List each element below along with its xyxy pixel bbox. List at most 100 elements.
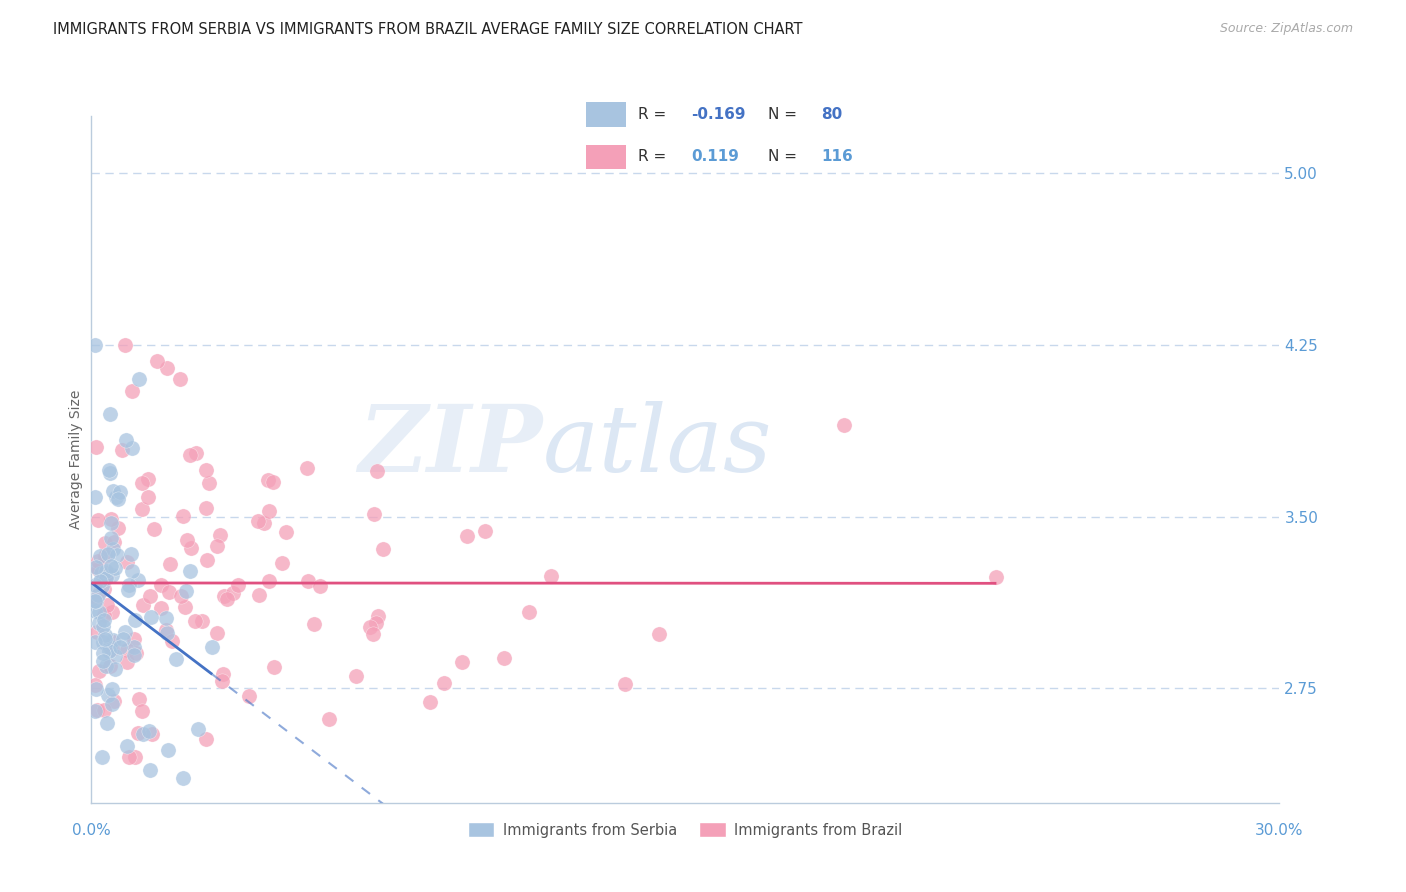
Point bbox=[187, 722, 209, 736]
Point bbox=[160, 634, 183, 648]
Point bbox=[302, 617, 325, 632]
Text: 0.119: 0.119 bbox=[690, 150, 738, 164]
Point bbox=[131, 502, 153, 516]
Point bbox=[309, 578, 332, 592]
Point bbox=[170, 590, 193, 604]
Point bbox=[146, 354, 169, 368]
Point bbox=[114, 338, 136, 352]
Point bbox=[93, 549, 115, 564]
Point bbox=[172, 772, 194, 786]
Point bbox=[87, 664, 110, 678]
Point bbox=[93, 613, 115, 627]
Point bbox=[84, 338, 107, 352]
Point bbox=[91, 619, 114, 633]
Point bbox=[138, 724, 160, 739]
Point bbox=[100, 516, 122, 531]
Point bbox=[155, 623, 177, 637]
Point bbox=[371, 542, 394, 557]
Point bbox=[91, 750, 114, 764]
Point bbox=[318, 713, 340, 727]
Point bbox=[84, 604, 107, 618]
Point bbox=[156, 625, 179, 640]
Point bbox=[96, 566, 118, 581]
Point bbox=[101, 681, 124, 696]
Point bbox=[169, 372, 191, 386]
Point bbox=[104, 662, 127, 676]
Point bbox=[103, 535, 125, 549]
Point bbox=[89, 563, 111, 577]
Point bbox=[87, 615, 110, 630]
Point bbox=[111, 442, 134, 457]
Point bbox=[184, 446, 207, 460]
Point bbox=[246, 514, 269, 528]
Point bbox=[94, 568, 117, 582]
Text: R =: R = bbox=[638, 150, 672, 164]
Point bbox=[84, 704, 107, 718]
Point bbox=[89, 549, 111, 563]
Point bbox=[247, 588, 270, 602]
Point bbox=[115, 643, 138, 657]
Point bbox=[139, 764, 162, 778]
Point bbox=[84, 634, 107, 648]
Point bbox=[492, 651, 515, 665]
Point bbox=[195, 462, 218, 476]
Point bbox=[194, 501, 217, 516]
Text: -0.169: -0.169 bbox=[690, 107, 745, 121]
Point bbox=[517, 606, 540, 620]
Point bbox=[94, 658, 117, 673]
Point bbox=[94, 571, 117, 585]
Point bbox=[155, 610, 177, 624]
Point bbox=[97, 644, 120, 658]
Point bbox=[103, 635, 125, 649]
Point bbox=[84, 560, 107, 574]
Point bbox=[89, 574, 111, 589]
Point bbox=[366, 465, 388, 479]
Text: 30.0%: 30.0% bbox=[1256, 823, 1303, 838]
Point bbox=[127, 726, 149, 740]
Point bbox=[112, 632, 135, 646]
Point bbox=[84, 578, 107, 592]
Text: ZIP: ZIP bbox=[359, 401, 543, 491]
Text: N =: N = bbox=[768, 107, 801, 121]
Point bbox=[103, 483, 125, 498]
Point bbox=[361, 626, 384, 640]
Point bbox=[174, 600, 197, 615]
Point bbox=[257, 574, 280, 589]
Point bbox=[128, 692, 150, 706]
Point bbox=[86, 703, 108, 717]
Point bbox=[295, 460, 318, 475]
Point bbox=[346, 669, 368, 683]
Point bbox=[159, 558, 181, 572]
Point bbox=[87, 513, 110, 527]
Point bbox=[172, 508, 194, 523]
Point bbox=[176, 584, 198, 599]
Point bbox=[179, 448, 201, 462]
Point bbox=[195, 731, 218, 746]
Point bbox=[257, 504, 280, 518]
Point bbox=[124, 648, 146, 662]
Point bbox=[195, 553, 218, 567]
Point bbox=[205, 626, 228, 640]
Point bbox=[212, 666, 235, 681]
Point bbox=[297, 574, 319, 588]
Point bbox=[87, 605, 110, 619]
Point bbox=[104, 561, 127, 575]
Point bbox=[125, 646, 148, 660]
Point bbox=[90, 579, 112, 593]
Y-axis label: Average Family Size: Average Family Size bbox=[69, 390, 83, 529]
Point bbox=[115, 655, 138, 669]
Point bbox=[86, 554, 108, 568]
Point bbox=[141, 727, 163, 741]
Point bbox=[197, 476, 219, 491]
Point bbox=[122, 640, 145, 655]
Point bbox=[271, 557, 294, 571]
Point bbox=[103, 541, 125, 556]
Point bbox=[132, 598, 155, 612]
Point bbox=[105, 548, 128, 562]
Point bbox=[207, 539, 229, 553]
Point bbox=[648, 626, 671, 640]
Point bbox=[84, 593, 107, 607]
Point bbox=[98, 463, 121, 477]
Point bbox=[540, 569, 562, 583]
Point bbox=[100, 531, 122, 545]
